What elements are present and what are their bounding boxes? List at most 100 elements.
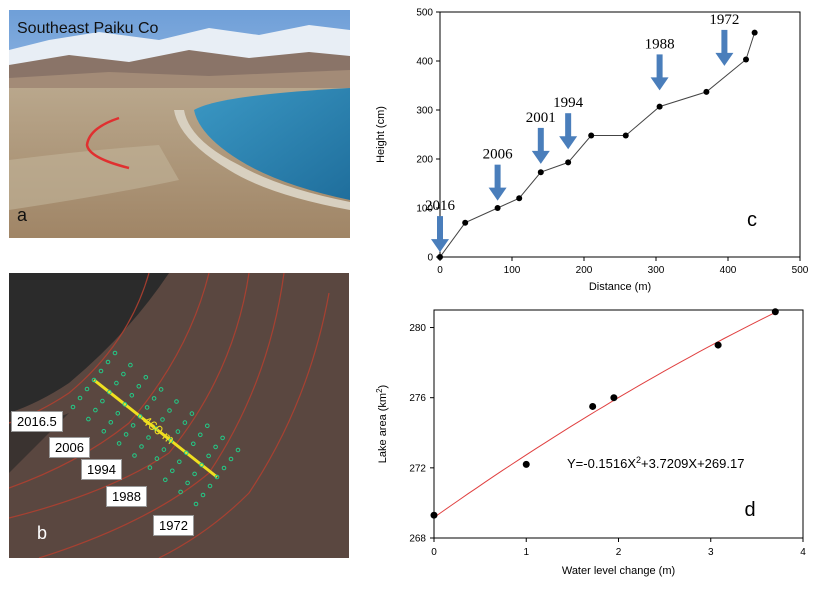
sample-point: [160, 417, 165, 422]
y-tick-label: 268: [409, 534, 426, 545]
data-point: [437, 254, 443, 260]
year-arrow-2001: [531, 127, 550, 164]
sample-point: [108, 420, 114, 425]
year-label-1994: 1994: [81, 459, 122, 480]
sample-point: [189, 411, 195, 416]
arrow-head: [650, 77, 669, 91]
y-axis-label-end: ): [377, 385, 389, 389]
satellite-panel-b: 460 m 2016.5 2006 1994 1988 1972 b: [9, 273, 349, 558]
sample-point: [221, 465, 227, 471]
year-label-1972: 1972: [153, 515, 194, 536]
data-point: [622, 132, 629, 139]
sample-point: [130, 423, 136, 428]
sample-point: [116, 441, 122, 446]
sample-point: [115, 411, 121, 416]
sample-point: [114, 380, 119, 386]
y-tick-label: 300: [416, 106, 433, 117]
arrow-shaft: [494, 164, 501, 189]
fit-equation: Y=-0.1516X2+3.7209X+269.17: [567, 455, 744, 471]
y-axis-label: Height (cm): [375, 106, 387, 163]
arrow-shaft: [437, 216, 443, 241]
year-label-1988: 1988: [106, 486, 147, 507]
year-arrow-1988: [650, 54, 669, 91]
sample-point: [147, 465, 153, 470]
x-axis-label: Water level change (m): [562, 565, 675, 577]
sample-point: [84, 386, 90, 392]
year-arrow-1994: [559, 113, 578, 150]
transect-line: [93, 378, 218, 479]
year-arrow-2006: [488, 164, 507, 201]
plot-frame: [439, 11, 801, 258]
lake-area-chart: 0 1 2 3 4 268 272 276 280 Water level change (m) L…: [375, 308, 806, 577]
sample-point: [198, 432, 203, 438]
sample-point: [235, 447, 241, 453]
arrow-head: [715, 52, 734, 66]
chart-c: 0 100 200 300 400 500 0 100 200 300 400 500 Distance…: [362, 0, 814, 310]
sample-point: [101, 429, 107, 434]
fit-curve: [433, 311, 776, 518]
y-tick-label: 100: [416, 204, 433, 215]
sample-point: [112, 350, 118, 356]
sample-point: [177, 459, 182, 465]
panel-letter-c: c: [747, 209, 757, 231]
height-distance-chart: 0 100 200 300 400 500 0 100 200 300 400 500 Distance…: [375, 8, 809, 294]
sample-point: [168, 438, 174, 443]
sample-point: [206, 453, 211, 459]
sample-point: [178, 489, 183, 495]
sample-point: [143, 375, 149, 380]
chart-d: 0 1 2 3 4 268 272 276 280 Water level change (m) L…: [362, 300, 814, 594]
data-point: [522, 460, 530, 468]
x-tick-label: 1: [523, 547, 529, 558]
sample-point: [213, 444, 218, 450]
sample-point: [91, 377, 97, 383]
sample-point: [170, 468, 175, 474]
sample-points: [70, 350, 241, 507]
sample-point: [128, 362, 133, 368]
sample-point: [193, 501, 199, 507]
y-tick-label: 500: [416, 8, 433, 19]
year-annotation: 1988: [645, 36, 675, 52]
sample-point: [137, 414, 143, 419]
arrow-shaft: [721, 29, 728, 54]
data-point: [462, 219, 469, 226]
data-point: [656, 103, 663, 110]
x-tick-label: 3: [708, 547, 714, 558]
sample-point: [184, 450, 189, 456]
data-point: [565, 159, 572, 166]
year-annotation: 2001: [526, 110, 556, 126]
year-annotation: 1994: [553, 95, 584, 111]
sample-point: [107, 389, 112, 395]
x-tick-label: 200: [576, 265, 593, 276]
data-point: [610, 394, 618, 402]
sample-point: [163, 477, 168, 483]
y-tick-label: 200: [416, 155, 433, 166]
sample-point: [129, 393, 135, 398]
x-tick-label: 0: [431, 547, 437, 558]
sample-point: [167, 408, 172, 413]
sample-point: [161, 447, 167, 452]
sample-point: [139, 444, 144, 449]
landscape-photo: [9, 10, 350, 238]
sample-point: [174, 399, 179, 404]
arrow-head: [488, 187, 507, 201]
sample-point: [185, 480, 190, 486]
data-point: [771, 308, 779, 316]
data-point: [537, 169, 544, 176]
year-label-2016-5: 2016.5: [11, 411, 63, 432]
year-annotation: 2006: [483, 147, 513, 163]
sample-point: [132, 453, 137, 458]
x-tick-label: 300: [648, 265, 665, 276]
sample-point: [175, 429, 181, 434]
sample-point: [86, 416, 91, 422]
fit-equation-sup: 2: [636, 455, 641, 465]
data-point: [751, 29, 758, 36]
year-annotation: 1972: [709, 12, 739, 28]
arrow-head: [531, 150, 550, 164]
sample-point: [121, 371, 126, 377]
year-arrow-1972: [715, 29, 734, 66]
arrow-shaft: [537, 127, 544, 152]
y-tick-label: 276: [409, 393, 426, 404]
x-axis-label: Distance (m): [589, 281, 651, 293]
x-tick-label: 2: [616, 547, 622, 558]
panel-letter-b: b: [37, 523, 48, 543]
